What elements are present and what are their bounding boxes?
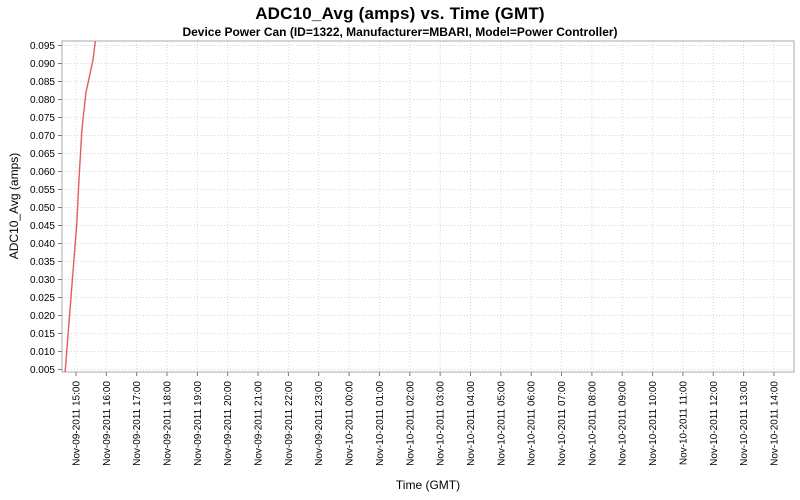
chart-subtitle: Device Power Can (ID=1322, Manufacturer=… <box>182 25 618 39</box>
x-tick-label: Nov-10-2011 04:00 <box>466 381 477 466</box>
x-tick-label: Nov-09-2011 15:00 <box>71 381 82 466</box>
x-tick-label: Nov-09-2011 17:00 <box>132 381 143 466</box>
x-tick-label: Nov-09-2011 21:00 <box>254 381 265 466</box>
plot-border <box>61 40 795 373</box>
y-tick-label: 0.050 <box>30 203 55 214</box>
y-tick-label: 0.040 <box>30 239 55 250</box>
x-tick-label: Nov-10-2011 08:00 <box>587 381 598 466</box>
y-tick-label: 0.015 <box>30 329 55 340</box>
x-tick-label: Nov-10-2011 07:00 <box>557 381 568 466</box>
y-tick-label: 0.045 <box>30 221 55 232</box>
y-tick-label: 0.010 <box>30 347 55 358</box>
y-tick-label: 0.020 <box>30 311 55 322</box>
x-tick-label: Nov-10-2011 00:00 <box>345 381 356 466</box>
x-tick-label: Nov-10-2011 03:00 <box>436 381 447 466</box>
y-tick-label: 0.070 <box>30 131 55 142</box>
x-tick-label: Nov-10-2011 05:00 <box>496 381 507 466</box>
x-tick-label: Nov-10-2011 11:00 <box>678 381 689 466</box>
y-tick-label: 0.030 <box>30 275 55 286</box>
x-tick-label: Nov-09-2011 18:00 <box>163 381 174 466</box>
x-tick-label: Nov-10-2011 14:00 <box>769 381 780 466</box>
y-tick-label: 0.055 <box>30 185 55 196</box>
x-tick-label: Nov-10-2011 13:00 <box>739 381 750 466</box>
x-axis-title: Time (GMT) <box>395 478 461 492</box>
x-tick-label: Nov-09-2011 22:00 <box>284 381 295 466</box>
y-tick-label: 0.060 <box>30 167 55 178</box>
chart-title: ADC10_Avg (amps) vs. Time (GMT) <box>255 4 545 23</box>
x-tick-label: Nov-09-2011 16:00 <box>102 381 113 466</box>
y-tick-label: 0.025 <box>30 293 55 304</box>
y-tick-label: 0.090 <box>30 59 55 70</box>
x-tick-label: Nov-10-2011 10:00 <box>648 381 659 466</box>
y-tick-label: 0.005 <box>30 365 55 376</box>
x-tick-label: Nov-10-2011 02:00 <box>405 381 416 466</box>
x-tick-label: Nov-10-2011 01:00 <box>375 381 386 466</box>
x-tick-label: Nov-09-2011 19:00 <box>193 381 204 466</box>
x-tick-label: Nov-10-2011 06:00 <box>527 381 538 466</box>
y-tick-label: 0.035 <box>30 257 55 268</box>
y-tick-label: 0.075 <box>30 113 55 124</box>
x-tick-label: Nov-09-2011 20:00 <box>223 381 234 466</box>
y-tick-label: 0.095 <box>30 41 55 52</box>
y-tick-label: 0.065 <box>30 149 55 160</box>
x-tick-label: Nov-10-2011 09:00 <box>618 381 629 466</box>
y-tick-label: 0.080 <box>30 95 55 106</box>
y-tick-label: 0.085 <box>30 77 55 88</box>
x-tick-label: Nov-09-2011 23:00 <box>314 381 325 466</box>
series-line <box>64 41 97 372</box>
x-tick-label: Nov-10-2011 12:00 <box>709 381 720 466</box>
